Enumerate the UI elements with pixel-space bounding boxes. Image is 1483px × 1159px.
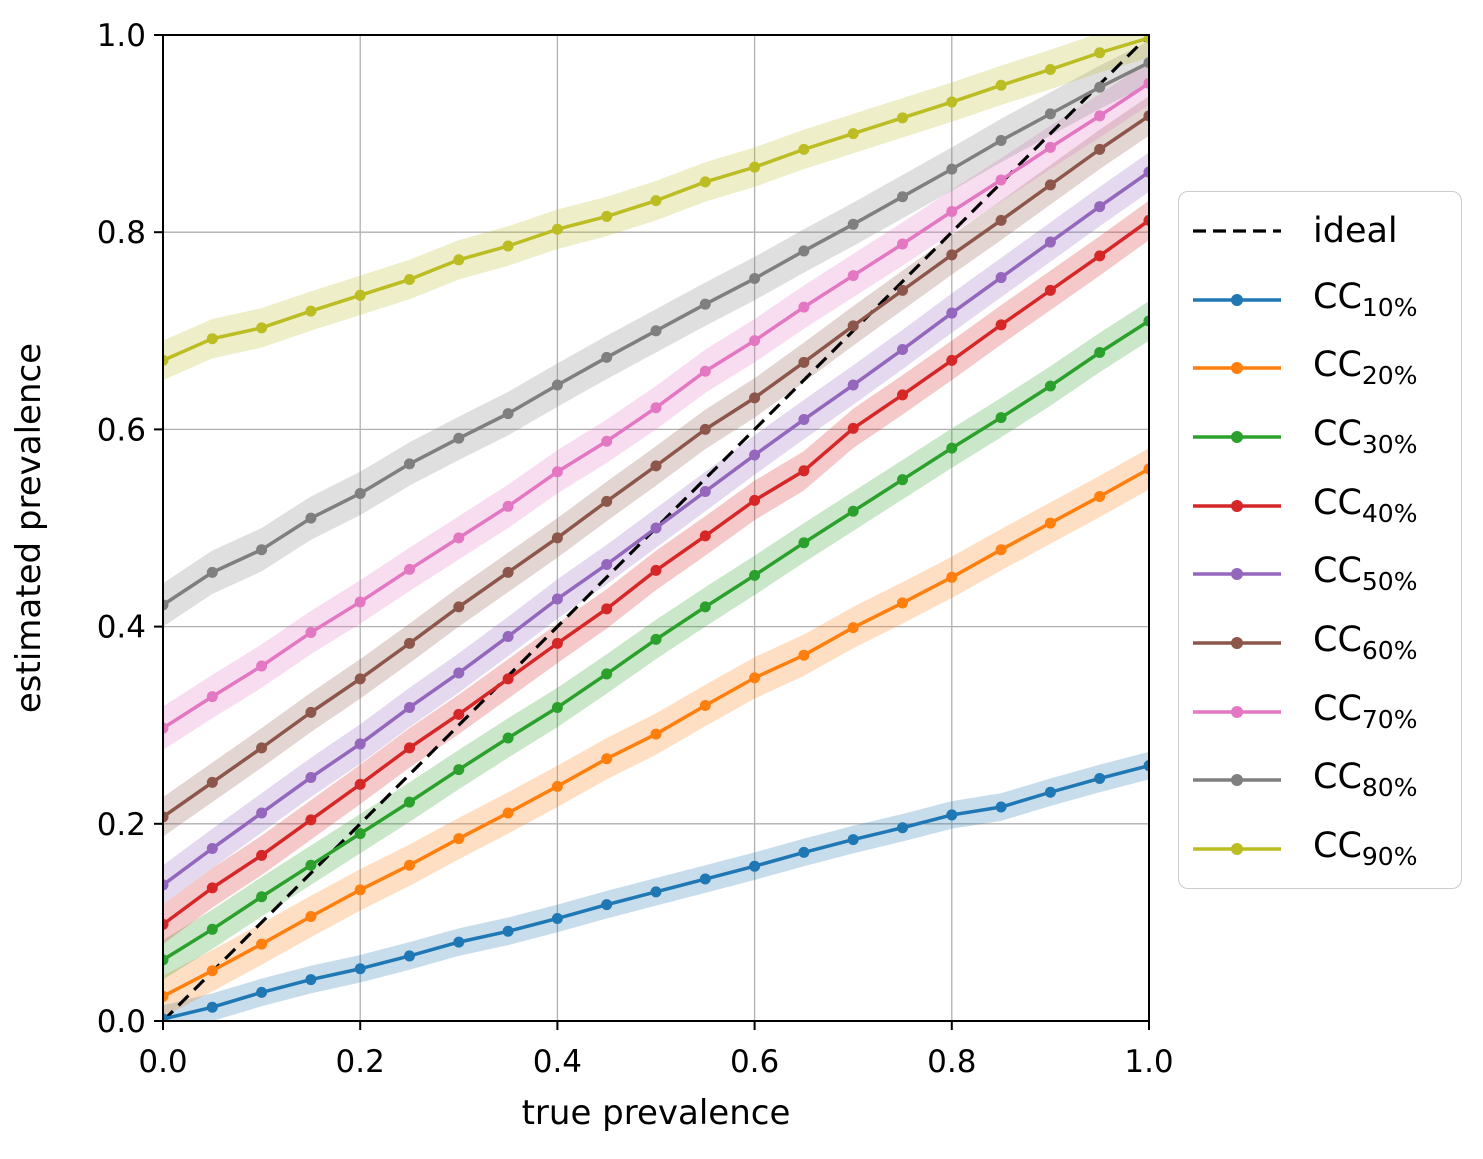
legend-sample-cc80 [1193,774,1281,787]
legend-sample-cc30 [1193,430,1281,443]
y-tick-0.6: 0.6 [97,412,146,448]
y-tick-0.4: 0.4 [97,610,146,646]
x-tick-0.6: 0.6 [730,1044,779,1080]
legend-item-cc20: CC20% [1179,343,1461,393]
cc50-markers [163,166,1149,891]
cc60-markers [163,110,1149,823]
legend-sample-cc70 [1193,705,1281,718]
cc40-series [163,214,1149,930]
cc90-series [163,35,1149,366]
cc50-series [163,166,1149,891]
legend-item-cc30: CC30% [1179,412,1461,462]
legend-label-cc30: CC30% [1313,413,1418,459]
cc70-series [163,77,1149,734]
legend-item-cc90: CC90% [1179,824,1461,874]
cc90-markers [163,35,1149,366]
legend-item-cc50: CC50% [1179,549,1461,599]
legend-item-cc10: CC10% [1179,275,1461,325]
y-axis-ticks: 0.0 0.2 0.4 0.6 0.8 1.0 [97,18,163,1040]
legend-label-cc70: CC70% [1313,688,1418,734]
legend-label-ideal: ideal [1313,210,1398,251]
legend-label-cc90: CC90% [1313,825,1418,871]
cc10-markers [163,760,1149,1021]
cc20-series [163,463,1149,1002]
legend-label-cc10: CC10% [1313,276,1418,322]
legend-label-cc50: CC50% [1313,551,1418,597]
cc60-series [163,110,1149,823]
legend-sample-ideal [1193,229,1281,233]
x-tick-0.0: 0.0 [138,1044,187,1080]
x-axis-label: true prevalence [522,1093,791,1133]
cc80-series [163,57,1149,611]
x-tick-0.4: 0.4 [533,1044,582,1080]
legend-sample-cc40 [1193,499,1281,512]
x-axis-ticks: 0.0 0.2 0.4 0.6 0.8 1.0 [138,1021,1174,1080]
legend-sample-cc50 [1193,568,1281,581]
legend-sample-cc90 [1193,842,1281,855]
cc10-series [163,760,1149,1021]
legend-label-cc20: CC20% [1313,345,1418,391]
x-tick-0.2: 0.2 [336,1044,385,1080]
legend-label-cc80: CC80% [1313,757,1418,803]
cc70-markers [163,77,1149,734]
y-tick-0.8: 0.8 [97,215,146,251]
cc30-series [163,315,1149,966]
x-tick-0.8: 0.8 [927,1044,976,1080]
legend-item-cc40: CC40% [1179,481,1461,531]
y-axis-label: estimated prevalence [9,343,49,713]
cc80-markers [163,57,1149,611]
cc20-markers [163,463,1149,1002]
legend-sample-cc20 [1193,362,1281,375]
legend-label-cc60: CC60% [1313,619,1418,665]
legend-sample-cc60 [1193,636,1281,649]
legend-item-cc80: CC80% [1179,755,1461,805]
axes-spines [162,34,1150,1022]
plot-area: 0.0 0.2 0.4 0.6 0.8 1.0 0.0 0.2 0.4 0.6 0.8 1.0 [97,18,1174,1080]
cc40-markers [163,214,1149,930]
legend-item-cc60: CC60% [1179,618,1461,668]
y-tick-1.0: 1.0 [97,18,146,54]
y-tick-0.2: 0.2 [97,807,146,843]
legend: ideal CC10% CC20% CC30% CC40% CC50% CC60% CC70%… [1178,191,1462,889]
x-tick-1.0: 1.0 [1124,1044,1173,1080]
y-tick-0.0: 0.0 [97,1004,146,1040]
cc30-markers [163,315,1149,966]
legend-item-cc70: CC70% [1179,687,1461,737]
legend-sample-cc10 [1193,293,1281,306]
legend-item-ideal: ideal [1179,206,1461,256]
legend-label-cc40: CC40% [1313,482,1418,528]
